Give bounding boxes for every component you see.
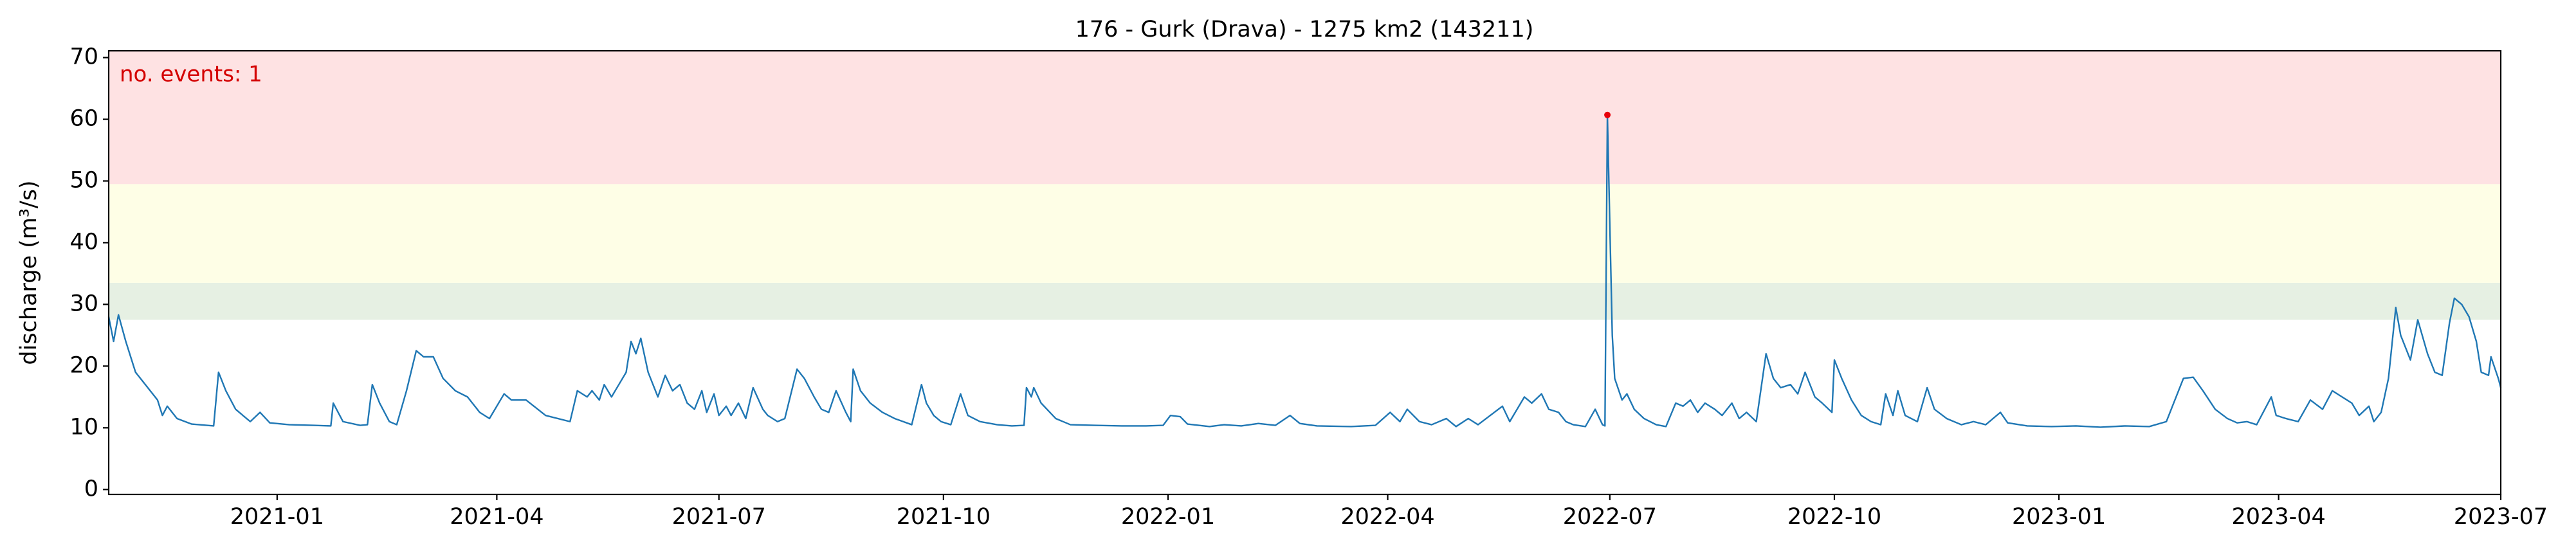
plot-area xyxy=(107,51,2502,428)
y-tick-label: 70 xyxy=(69,44,98,70)
threshold-band xyxy=(109,282,2501,320)
event-marker xyxy=(1604,111,1611,118)
threshold-band xyxy=(109,184,2501,283)
y-tick-label: 50 xyxy=(69,167,98,193)
x-tick-label: 2021-04 xyxy=(450,504,544,530)
x-tick-label: 2021-01 xyxy=(230,504,324,530)
x-tick-label: 2022-10 xyxy=(1787,504,1881,530)
y-tick-label: 0 xyxy=(84,476,98,501)
chart-title: 176 - Gurk (Drava) - 1275 km2 (143211) xyxy=(1075,17,1534,42)
y-tick-label: 60 xyxy=(69,106,98,132)
y-tick-label: 10 xyxy=(69,414,98,440)
x-tick-label: 2022-07 xyxy=(1563,504,1657,530)
x-tick-label: 2023-07 xyxy=(2454,504,2548,530)
x-tick-label: 2023-01 xyxy=(2012,504,2106,530)
y-tick-label: 20 xyxy=(69,352,98,378)
event-count: no. events: 1 xyxy=(120,62,262,87)
x-tick-label: 2022-01 xyxy=(1121,504,1215,530)
x-tick-label: 2021-07 xyxy=(672,504,766,530)
x-tick-label: 2022-04 xyxy=(1340,504,1434,530)
y-axis-label: discharge (m³/s) xyxy=(16,180,42,365)
discharge-line xyxy=(107,114,2502,428)
y-tick-label: 40 xyxy=(69,229,98,255)
y-tick-label: 30 xyxy=(69,291,98,316)
axes-frame xyxy=(107,50,2502,496)
x-tick-label: 2023-04 xyxy=(2232,504,2326,530)
x-tick-label: 2021-10 xyxy=(897,504,991,530)
threshold-band xyxy=(109,51,2501,185)
